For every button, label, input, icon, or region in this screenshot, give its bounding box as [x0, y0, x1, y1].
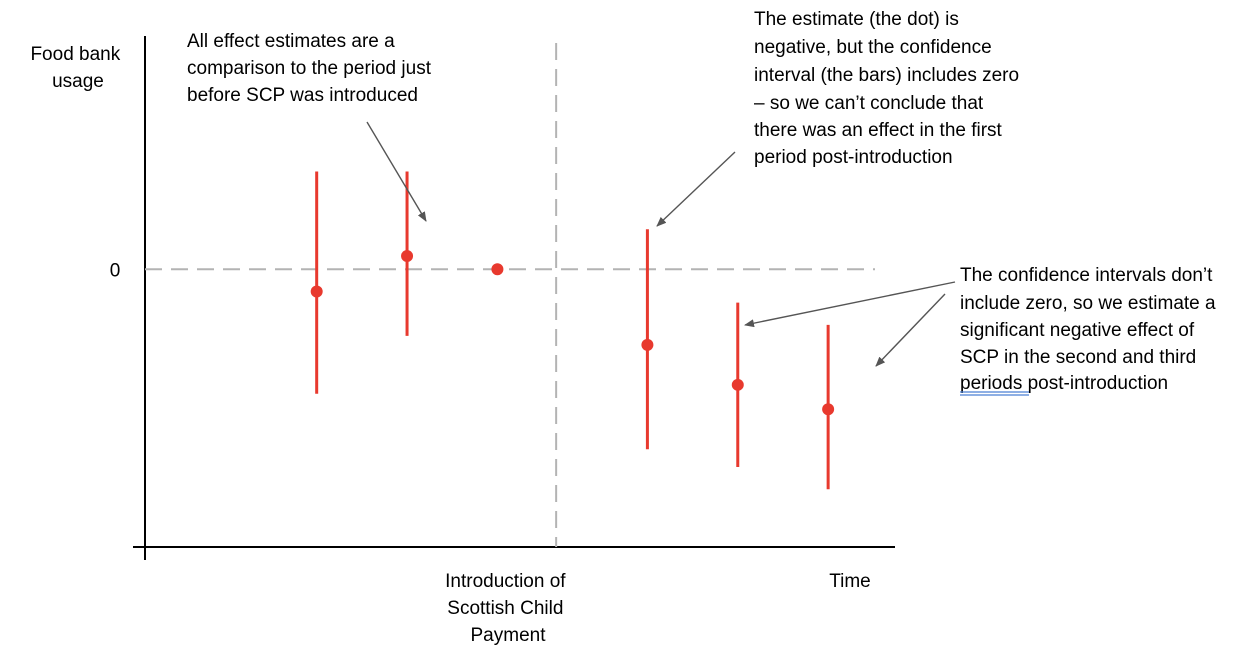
- estimate-point: [491, 263, 504, 276]
- annotation-first-period-arrow: [656, 151, 736, 227]
- y-axis-label: Food bank usage: [30, 44, 125, 92]
- y-tick-label-zero: 0: [110, 260, 121, 281]
- event-label: Introduction of Scottish Child Payment: [445, 571, 571, 646]
- annotation-first-period: The estimate (the dot) is negative, but …: [754, 9, 1024, 168]
- annotation-baseline: All effect estimates are a comparison to…: [187, 31, 436, 106]
- estimate-point: [401, 249, 414, 262]
- underlined-word: periods: [960, 373, 1022, 394]
- estimate-point: [310, 285, 323, 298]
- estimate-point: [641, 338, 654, 351]
- estimate-point: [731, 378, 744, 391]
- annotation-baseline-arrow: [366, 121, 427, 222]
- x-axis-label: Time: [829, 571, 871, 592]
- annotation-later-periods-arrow-2: [875, 293, 946, 367]
- annotation-later-periods-arrow-1: [744, 281, 956, 328]
- annotation-later-periods-last-line: periods post-introduction: [960, 373, 1168, 394]
- estimate-point: [822, 403, 835, 416]
- estimate-marks: [310, 171, 835, 490]
- annotation-later-periods: The confidence intervals don’t include z…: [960, 265, 1221, 368]
